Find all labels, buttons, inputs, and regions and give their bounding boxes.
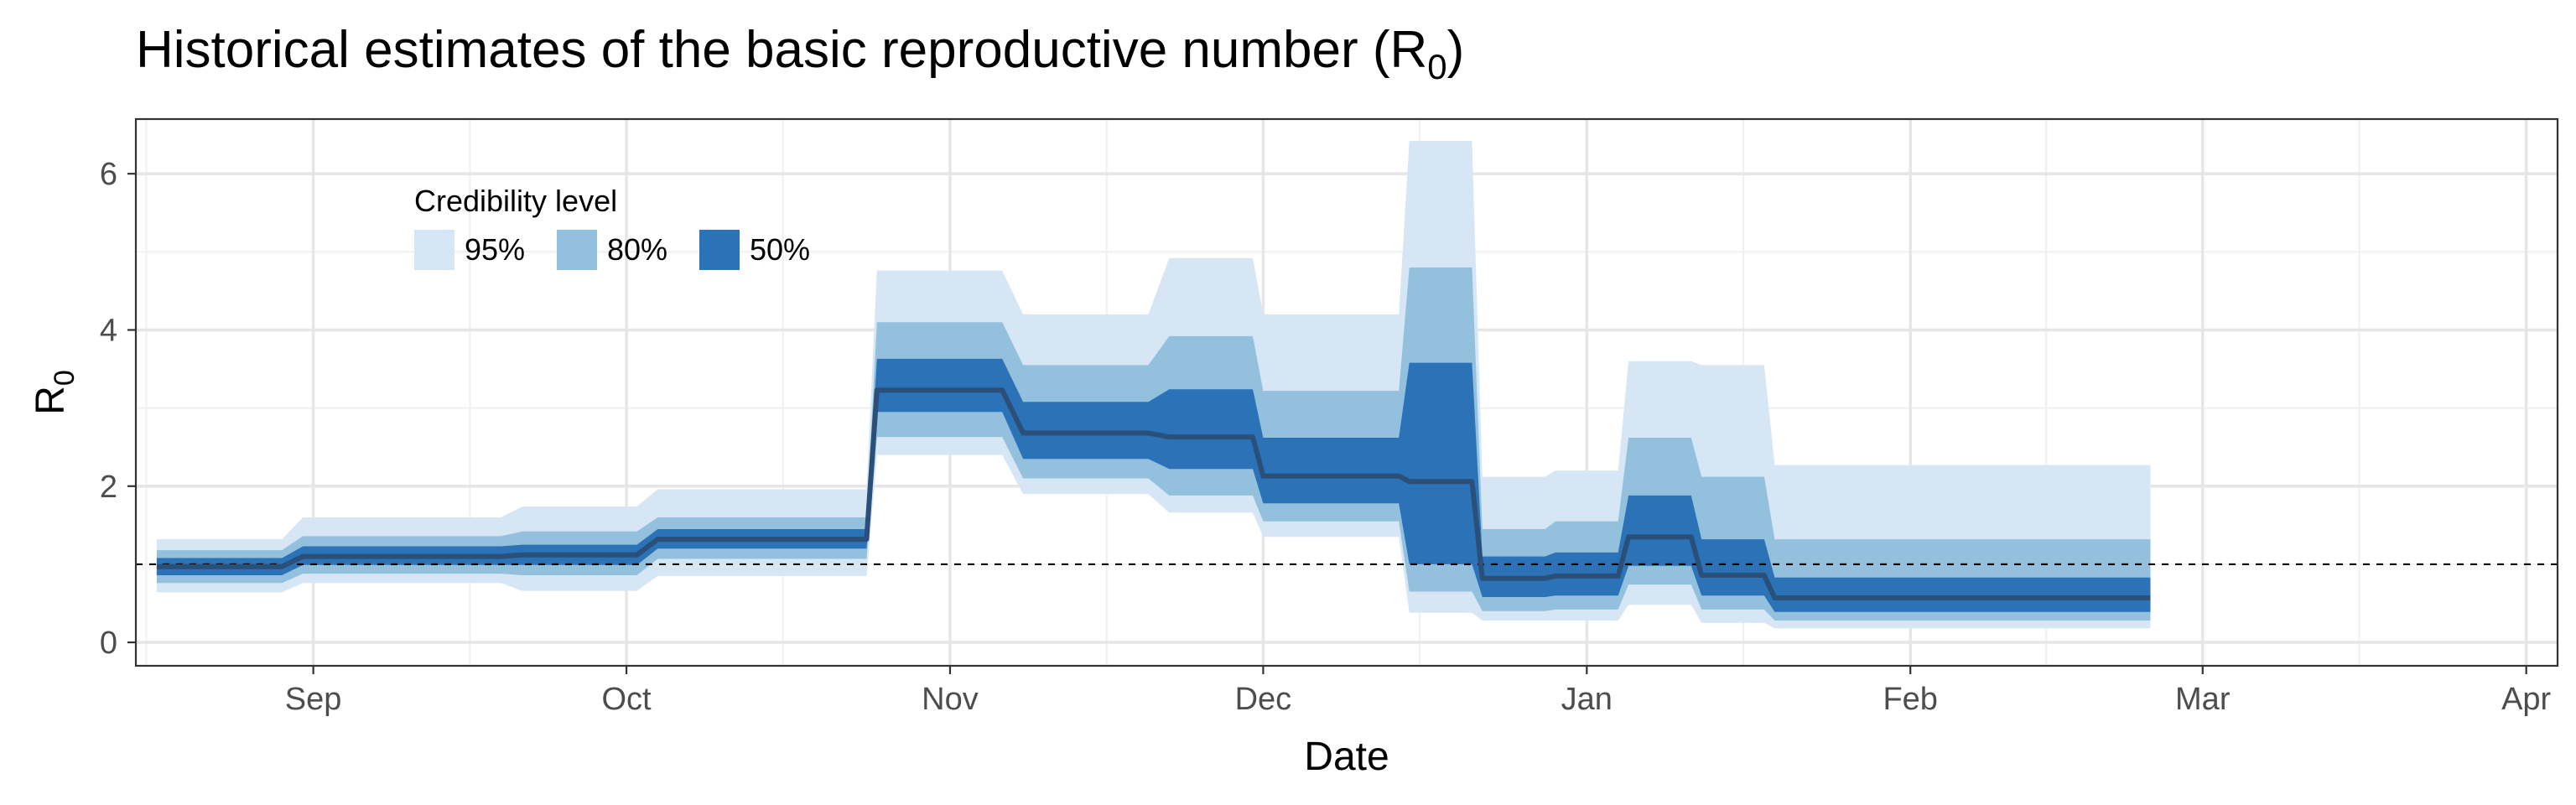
y-axis-title-subscript: 0 <box>49 370 80 386</box>
x-tick-label-apr: Apr <box>2501 682 2551 717</box>
legend-title: Credibility level <box>414 184 617 218</box>
y-axis-title: R0 <box>29 370 80 415</box>
title-subscript: 0 <box>1427 47 1446 86</box>
x-tick-label-feb: Feb <box>1883 682 1937 717</box>
legend-items: 95% 80% 50% <box>414 230 810 270</box>
median-line <box>156 387 2151 600</box>
legend-key-95 <box>414 230 454 270</box>
median-line-group <box>156 387 2151 600</box>
x-axis-title: Date <box>1304 735 1389 779</box>
chart-title: Historical estimates of the basic reprod… <box>136 21 1464 86</box>
credibility-bands <box>156 141 2151 629</box>
x-tick-label-oct: Oct <box>602 682 652 717</box>
x-tick-label-sep: Sep <box>285 682 342 717</box>
legend-label-95: 95% <box>465 232 525 267</box>
legend-label-50: 50% <box>750 232 810 267</box>
y-tick-label-0: 0 <box>100 626 117 661</box>
y-tick-label-1: 2 <box>100 470 117 505</box>
plot-panel-border <box>134 117 2559 667</box>
y-tick-label-3: 6 <box>100 157 117 192</box>
title-main: Historical estimates of the basic reprod… <box>136 21 1427 79</box>
x-tick-label-mar: Mar <box>2175 682 2231 717</box>
y-axis: 0 2 4 6 <box>100 157 136 661</box>
x-tick-label-jan: Jan <box>1561 682 1613 717</box>
y-axis-title-main: R <box>29 386 73 415</box>
x-axis: Sep Oct Nov Dec Jan Feb Mar Apr <box>285 666 2552 717</box>
legend: Credibility level 95% 80% 50% <box>414 184 810 270</box>
x-tick-label-nov: Nov <box>922 682 979 717</box>
y-tick-label-2: 4 <box>100 313 117 348</box>
title-close: ) <box>1447 21 1465 79</box>
legend-key-80 <box>557 230 597 270</box>
legend-key-50 <box>699 230 740 270</box>
band-50 <box>156 358 2151 612</box>
legend-label-80: 80% <box>607 232 667 267</box>
x-tick-label-dec: Dec <box>1235 682 1292 717</box>
